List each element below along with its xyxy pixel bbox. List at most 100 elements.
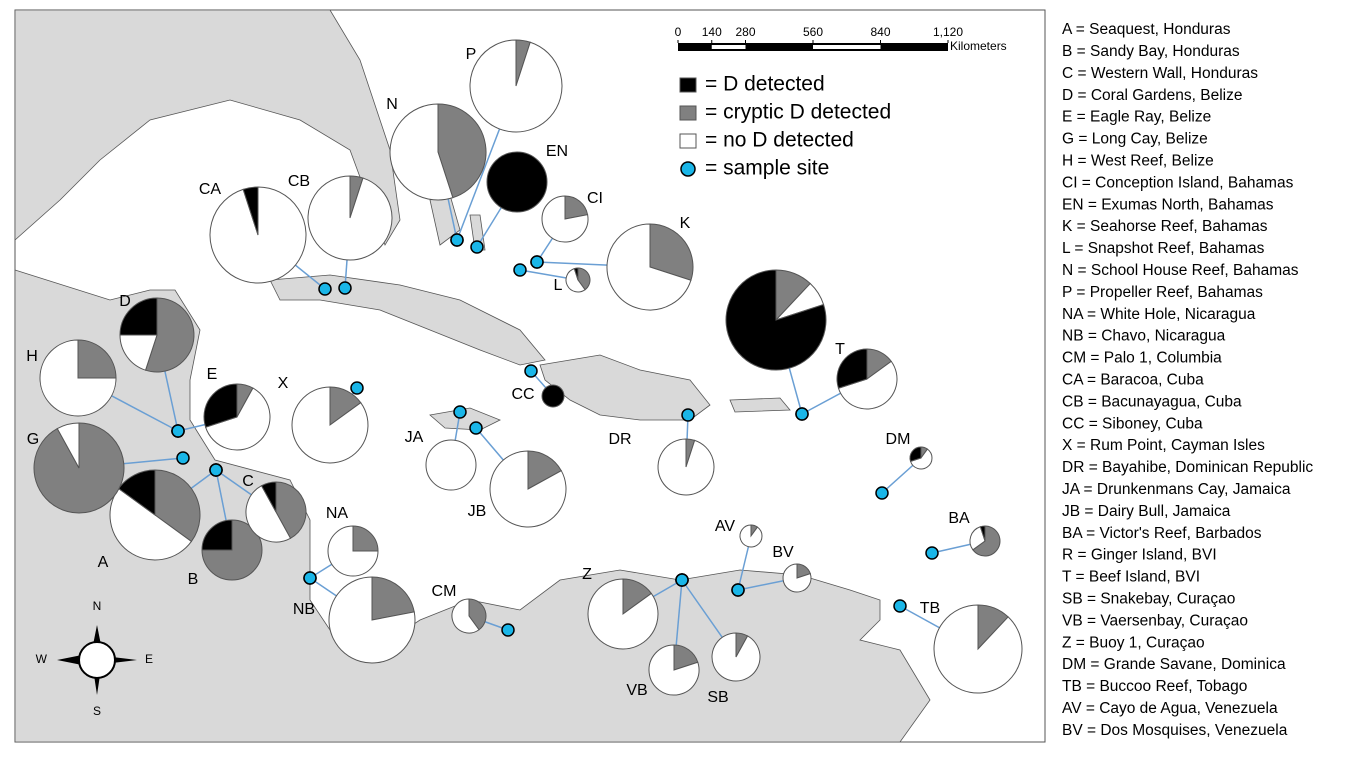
pie [565, 267, 591, 293]
site-dot [925, 546, 939, 560]
pie-slice [606, 223, 692, 311]
key-entry: NA = White Hole, Nicaragua [1062, 306, 1256, 323]
pie-slice [979, 525, 986, 542]
compass: N E S W [36, 599, 153, 718]
compass-e: E [145, 652, 153, 666]
puerto-rico [729, 397, 791, 413]
pie-slice [969, 526, 986, 551]
site-code: C [242, 473, 254, 490]
pie-slice [371, 576, 415, 621]
pie [328, 576, 416, 664]
site-dot [469, 421, 483, 435]
compass-n: N [93, 599, 102, 613]
key-entry: Z = Buoy 1, Curaçao [1062, 634, 1205, 651]
pie [39, 339, 117, 417]
pie-slice [203, 383, 238, 428]
site-code: A [98, 554, 109, 571]
pie [489, 450, 567, 528]
pie [245, 481, 307, 543]
pie-slice [119, 297, 158, 336]
pie [327, 525, 379, 577]
site-code: R [742, 317, 754, 334]
site-code: CB [288, 173, 310, 190]
legend-swatch [679, 133, 697, 149]
site-dot [171, 424, 185, 438]
pie-slice [469, 39, 563, 133]
site-dot [303, 571, 317, 585]
site-code: D [119, 293, 131, 310]
pie-slice [782, 563, 812, 593]
site-code: CC [511, 386, 534, 403]
key-entry: R = Ginger Island, BVI [1062, 547, 1217, 564]
pie-slice [725, 269, 827, 371]
pie-slice [352, 525, 379, 552]
legend-label: = sample site [705, 157, 829, 180]
compass-ring [78, 641, 116, 679]
site-code: SB [707, 689, 728, 706]
key-entry: CM = Palo 1, Columbia [1062, 350, 1222, 367]
site-code: X [278, 375, 289, 392]
key-entry: H = West Reef, Belize [1062, 152, 1214, 169]
pie-slice [933, 604, 1023, 694]
key-entry: CI = Conception Island, Bahamas [1062, 174, 1294, 191]
pie [389, 103, 487, 201]
pie [203, 383, 271, 451]
pie-slice [56, 422, 80, 469]
site-dot [176, 451, 190, 465]
pie-slice [275, 481, 307, 539]
site-code: JB [468, 503, 487, 520]
scale-label: 140 [702, 25, 722, 39]
pie [711, 632, 761, 682]
north-america [14, 9, 401, 246]
pie [836, 348, 898, 410]
site-dot [453, 405, 467, 419]
pie-slice [119, 334, 158, 371]
site-dot [795, 407, 809, 421]
pie [587, 578, 659, 650]
pie [119, 297, 195, 373]
pie [606, 223, 694, 311]
cuba [269, 274, 546, 366]
site-code: T [835, 341, 845, 358]
pie-slice [468, 598, 487, 631]
key-entry: K = Seahorse Reef, Bahamas [1062, 218, 1268, 235]
pie-slice [260, 481, 277, 513]
pie [201, 519, 263, 581]
site-code: B [188, 571, 199, 588]
site-dot [681, 408, 695, 422]
pie [451, 598, 487, 634]
legend-label: = no D detected [705, 129, 854, 152]
site-code: VB [626, 682, 647, 699]
scale-bar-segment [813, 45, 881, 49]
site-code: NA [326, 505, 349, 522]
pie-slice [425, 439, 477, 491]
pie-slice [291, 386, 369, 464]
pie-slice [909, 448, 933, 470]
site-code: BA [948, 510, 970, 527]
key-entry: P = Propeller Reef, Bahamas [1062, 284, 1263, 301]
legend-swatch [679, 105, 697, 121]
scale-label: 280 [735, 25, 755, 39]
site-dot [675, 573, 689, 587]
pie-slice [245, 485, 292, 543]
pie-slice [657, 438, 715, 496]
pie-slice [307, 175, 393, 261]
pie-slice [837, 360, 898, 410]
site-dots [171, 233, 939, 637]
site-key: A = Seaquest, Honduras B = Sandy Bay, Hon… [1062, 21, 1313, 739]
key-entry: A = Seaquest, Honduras [1062, 21, 1231, 38]
pie-slice [565, 267, 586, 293]
pie [739, 524, 763, 548]
pie-slice [389, 103, 454, 201]
pie-slice [242, 186, 259, 236]
site-dot [731, 583, 745, 597]
pie-slice [577, 267, 591, 291]
scale-label: 1,120 [933, 25, 963, 39]
pie [109, 469, 201, 561]
scale-bar-segment [711, 45, 746, 49]
site-dot [893, 599, 907, 613]
pie [291, 386, 369, 464]
pie [541, 195, 589, 243]
